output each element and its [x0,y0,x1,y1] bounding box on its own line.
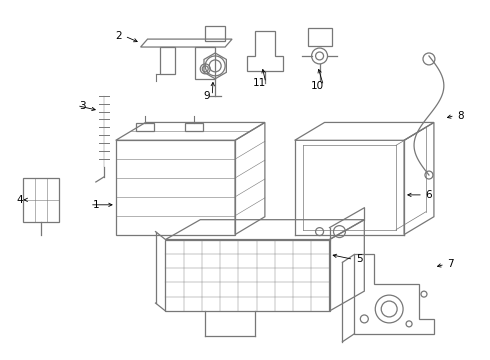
Text: 5: 5 [356,255,363,264]
Text: 2: 2 [116,31,122,41]
Bar [136,123,153,131]
Text: 8: 8 [458,111,464,121]
Text: 3: 3 [79,100,86,111]
Text: 10: 10 [311,81,324,91]
Text: 1: 1 [93,200,99,210]
Text: 11: 11 [253,78,267,88]
Bar [185,123,203,131]
Text: 6: 6 [426,190,432,200]
Text: 9: 9 [203,91,210,101]
Text: 4: 4 [16,195,23,205]
Text: 7: 7 [447,259,454,269]
